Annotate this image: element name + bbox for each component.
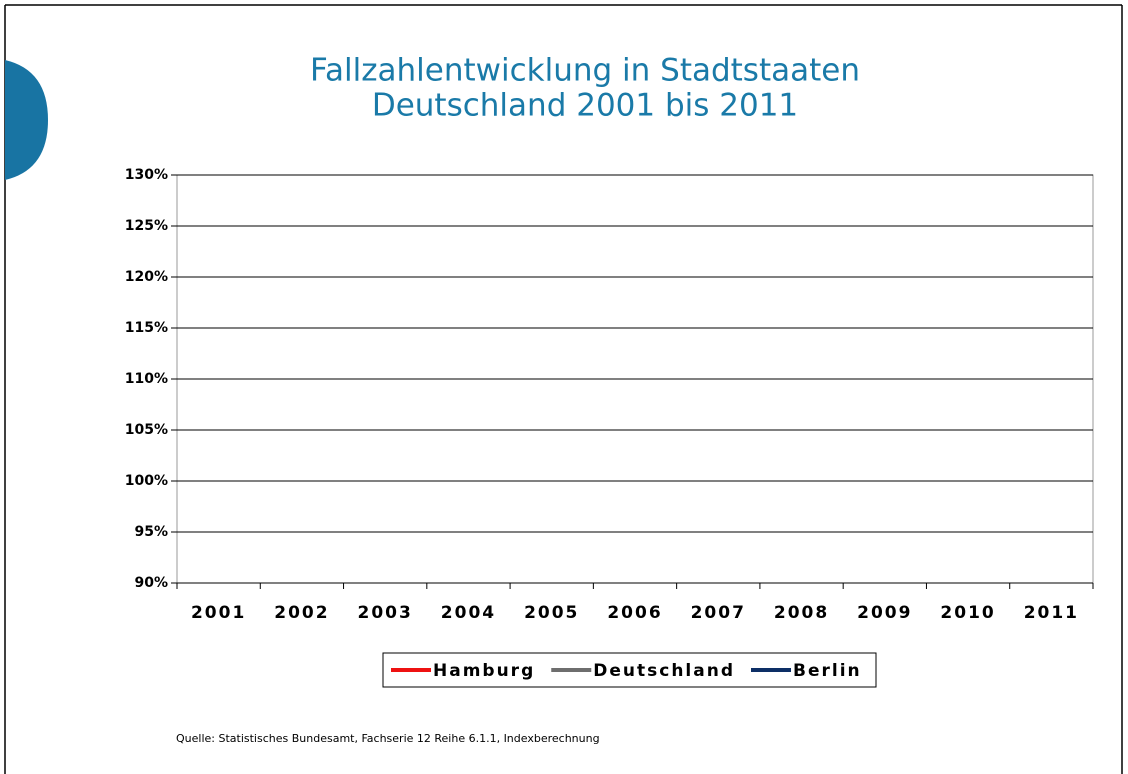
x-tick-label: 2006 [607,603,662,623]
x-tick-label: 2001 [191,603,246,623]
x-tick-label: 2011 [1024,603,1079,623]
y-tick-label: 125% [125,218,168,234]
chart-title: Fallzahlentwicklung in Stadtstaaten [310,53,860,89]
y-tick-label: 100% [125,473,168,489]
legend-label: Deutschland [593,661,735,681]
chart-title: Deutschland 2001 bis 2011 [372,88,798,124]
x-tick-label: 2008 [774,603,829,623]
decoration [5,60,48,180]
y-tick-label: 130% [125,167,168,183]
x-tick-label: 2005 [524,603,579,623]
y-tick-label: 110% [125,371,168,387]
legend-box [382,652,877,688]
x-tick-label: 2003 [358,603,413,623]
y-tick-label: 90% [134,575,168,591]
x-tick-label: 2004 [441,603,496,623]
source-note: Quelle: Statistisches Bundesamt, Fachser… [176,732,600,745]
y-tick-label: 105% [125,422,168,438]
y-tick-label: 115% [125,320,168,336]
x-tick-label: 2002 [274,603,329,623]
y-tick-label: 95% [134,524,168,540]
legend-label: Hamburg [433,661,535,681]
y-tick-label: 120% [125,269,168,285]
x-tick-label: 2009 [857,603,912,623]
legend-label: Berlin [793,661,862,681]
x-tick-label: 2010 [940,603,995,623]
x-tick-label: 2007 [691,603,746,623]
